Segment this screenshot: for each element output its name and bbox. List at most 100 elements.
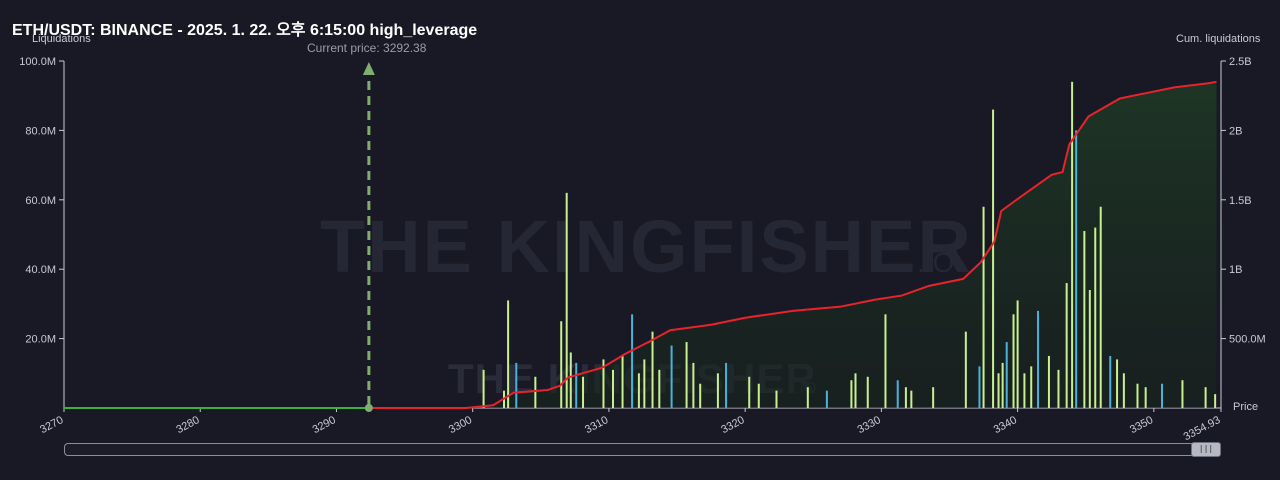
liquidation-bar [904,387,907,408]
liquidation-bar [982,206,985,408]
liquidation-bar [582,376,585,408]
current-price-dot [364,404,373,412]
liquidation-bar [964,331,967,408]
y-tick-label: 20.0M [25,334,56,346]
liquidation-bar [1136,383,1139,408]
y2-axis-title: Cum. liquidations [1176,33,1261,45]
liquidation-bar [1075,130,1078,408]
liquidation-bar [997,373,1000,408]
y2-tick-label: 500.0M [1229,334,1266,346]
y-tick-label: 40.0M [25,264,56,276]
liquidation-bar [825,390,828,408]
liquidation-bar [612,369,615,408]
liquidation-bar [658,369,661,408]
liquidation-bar [1181,380,1184,408]
watermark-suffix: .IO [917,247,954,278]
x-tick-label: 3340 [992,414,1019,436]
liquidation-bar [1037,310,1040,408]
chart-title: ETH/USDT: BINANCE - 2025. 1. 22. 오후 6:15… [12,22,478,39]
x-tick-label: 3350 [1128,414,1155,436]
watermark-text: THE KINGFISHER [320,205,973,288]
liquidation-bar [1214,394,1217,408]
liquidation-bar [1030,366,1033,408]
liquidation-bar [1012,314,1015,408]
liquidation-bar [569,352,572,408]
y-tick-label: 60.0M [25,195,56,207]
liquidation-bars [482,81,1217,408]
liquidation-bar [1094,227,1097,408]
current-price-marker [362,62,375,412]
x-tick-label: 3320 [719,414,746,436]
liquidation-bar [1001,362,1004,408]
liquidation-bar [602,359,605,408]
liquidation-bar [932,387,935,408]
liquidation-bar [507,300,510,408]
liquidation-bar [651,331,654,408]
y-tick-label: 100.0M [19,56,56,68]
liquidation-bar [565,192,568,408]
liquidation-bar [1204,387,1207,408]
liquidation-bar [866,376,869,408]
liquidation-bar [1116,359,1119,408]
y-tick-label: 80.0M [25,125,56,137]
liquidation-chart[interactable]: THE KINGFISHER .IO THE KINGFISHER .IO 20… [0,0,1280,440]
liquidation-bar [560,321,563,408]
liquidation-bar [1071,81,1074,408]
y2-tick-label: 2B [1229,125,1242,137]
scrollbar-handle[interactable]: ||| [1191,442,1221,457]
chart-scrollbar[interactable]: ||| [64,442,1221,457]
x-tick-label: 3354.93 [1182,414,1223,440]
x-tick-label: 3290 [311,414,338,436]
cumulative-line-after-price [368,80,1217,409]
x-axis-title: Price [1233,401,1259,413]
liquidation-bar [685,342,688,408]
current-price-label: Current price: 3292.38 [307,41,427,55]
liquidation-bar [850,380,853,408]
liquidation-bar [534,376,537,408]
liquidation-bar [515,362,518,408]
liquidation-bar [670,345,673,408]
liquidation-bar [775,390,778,408]
x-tick-label: 3280 [174,414,201,436]
liquidation-bar [1047,355,1050,408]
liquidation-bar [748,376,751,408]
liquidation-bar [575,362,578,408]
liquidation-bar [1109,355,1112,408]
liquidation-bar [757,383,760,408]
liquidation-bar [621,355,624,408]
liquidation-bar [1088,290,1091,408]
liquidation-bar [637,373,640,408]
x-tick-label: 3270 [38,414,65,436]
liquidation-bar [806,387,809,408]
liquidation-bar [725,362,728,408]
y2-tick-label: 1B [1229,264,1242,276]
liquidation-bar [1099,206,1102,408]
liquidation-bar [482,369,485,408]
x-tick-label: 3310 [583,414,610,436]
liquidation-bar [1083,231,1086,408]
liquidation-bar [884,314,887,408]
liquidation-bar [910,390,913,408]
liquidation-bar [1122,373,1125,408]
liquidation-bar [716,373,719,408]
liquidation-bar [1144,387,1147,408]
x-tick-label: 3300 [447,414,474,436]
x-tick-label: 3330 [856,414,883,436]
liquidation-bar [992,109,995,408]
liquidation-bar [854,373,857,408]
liquidation-bar [631,314,634,408]
liquidation-bar [1065,283,1068,408]
y2-tick-label: 2.5B [1229,56,1252,68]
cumulative-area [64,81,1217,408]
liquidation-bar [1057,369,1060,408]
y2-tick-label: 1.5B [1229,195,1252,207]
liquidation-bar [692,362,695,408]
liquidation-bar [1023,373,1026,408]
liquidation-bar [896,380,899,408]
liquidation-bar [1005,342,1008,408]
y-axis-title: Liquidations [32,33,91,45]
liquidation-bar [1016,300,1019,408]
liquidation-bar [1161,383,1164,408]
current-price-arrow-icon [362,62,375,75]
liquidation-bar [699,383,702,408]
